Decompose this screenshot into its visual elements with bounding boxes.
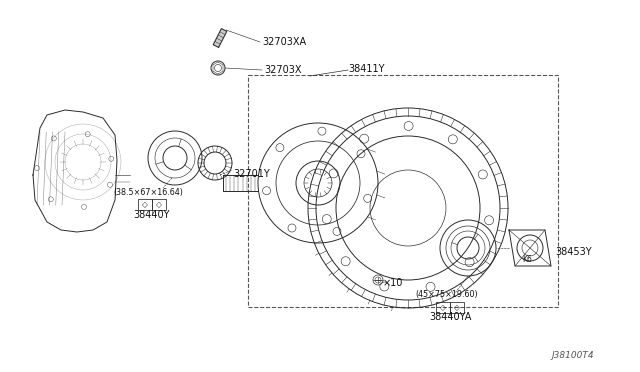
Text: ◇: ◇ <box>142 200 148 209</box>
Text: (38.5×67×16.64): (38.5×67×16.64) <box>113 189 183 198</box>
Text: ◇: ◇ <box>440 303 446 312</box>
Text: 32703X: 32703X <box>264 65 301 75</box>
Text: ◇: ◇ <box>454 303 460 312</box>
Bar <box>450 301 464 312</box>
Bar <box>138 199 152 209</box>
Text: ◇: ◇ <box>156 200 162 209</box>
Text: K6: K6 <box>522 256 532 264</box>
Text: 38411Y: 38411Y <box>348 64 385 74</box>
Text: 38440YA: 38440YA <box>429 312 471 322</box>
Text: (45×75×19.60): (45×75×19.60) <box>416 291 478 299</box>
Text: 32701Y: 32701Y <box>233 169 269 179</box>
Text: ×10: ×10 <box>383 278 403 288</box>
Text: 38440Y: 38440Y <box>134 210 170 220</box>
Polygon shape <box>213 29 227 47</box>
Text: 32703XA: 32703XA <box>262 37 306 47</box>
Text: J38100T4: J38100T4 <box>552 350 594 359</box>
Bar <box>248 75 558 307</box>
Bar <box>152 199 166 209</box>
Bar <box>436 301 450 312</box>
Text: 38453Y: 38453Y <box>555 247 591 257</box>
